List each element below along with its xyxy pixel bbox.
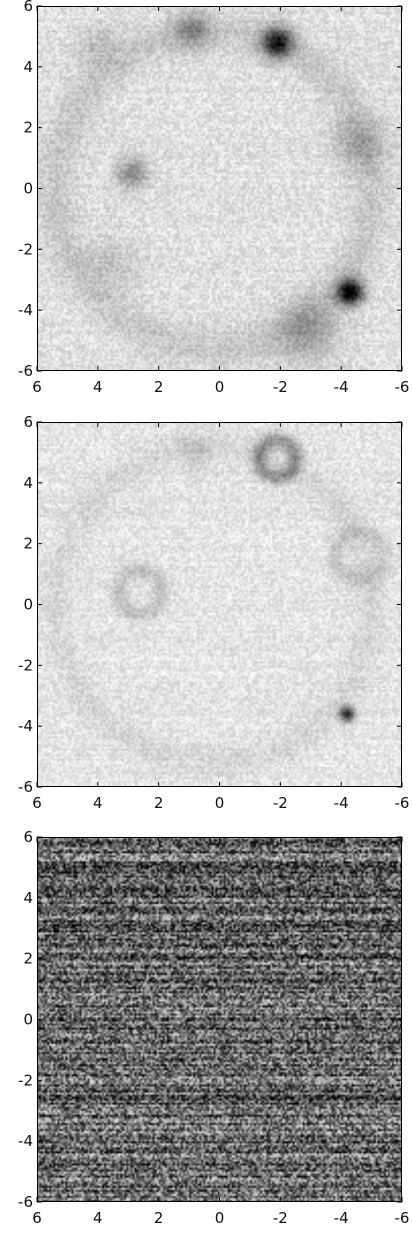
- x-tick-label-3-1: 4: [93, 1209, 103, 1227]
- x-tick-label-1-2: 2: [154, 378, 164, 396]
- x-tick-label-2-0: 6: [32, 794, 42, 812]
- y-tick-label-2-1: 4: [23, 474, 33, 492]
- x-tick-label-2-4: -2: [273, 794, 288, 812]
- x-tick-label-1-1: 4: [93, 378, 103, 396]
- x-tick-label-1-4: -2: [273, 378, 288, 396]
- y-tick-label-1-5: -4: [18, 301, 33, 319]
- y-tick-label-1-4: -2: [18, 240, 33, 258]
- y-tick-label-1-2: 2: [23, 119, 33, 137]
- heatmap-image-1: [37, 6, 402, 371]
- y-tick-label-2-6: -6: [18, 778, 33, 796]
- y-tick-label-3-2: 2: [23, 950, 33, 968]
- x-tick-label-3-5: -4: [334, 1209, 349, 1227]
- x-tick-label-3-2: 2: [154, 1209, 164, 1227]
- x-tick-label-3-6: -6: [395, 1209, 410, 1227]
- y-tick-label-2-4: -2: [18, 656, 33, 674]
- x-tick-label-2-3: 0: [215, 794, 225, 812]
- y-tick-label-2-5: -4: [18, 717, 33, 735]
- y-tick-label-3-4: -2: [18, 1071, 33, 1089]
- y-tick-label-1-0: 6: [23, 0, 33, 15]
- y-tick-label-2-3: 0: [23, 596, 33, 614]
- x-tick-label-3-4: -2: [273, 1209, 288, 1227]
- y-tick-label-3-3: 0: [23, 1011, 33, 1029]
- x-tick-label-2-5: -4: [334, 794, 349, 812]
- y-tick-label-1-3: 0: [23, 180, 33, 198]
- y-tick-label-2-2: 2: [23, 535, 33, 553]
- x-tick-label-2-6: -6: [395, 794, 410, 812]
- x-tick-label-1-6: -6: [395, 378, 410, 396]
- x-tick-label-2-1: 4: [93, 794, 103, 812]
- y-tick-label-3-6: -6: [18, 1193, 33, 1211]
- y-tick-label-3-1: 4: [23, 889, 33, 907]
- y-tick-label-3-0: 6: [23, 828, 33, 846]
- x-tick-label-3-3: 0: [215, 1209, 225, 1227]
- y-tick-label-1-6: -6: [18, 362, 33, 380]
- x-tick-label-1-0: 6: [32, 378, 42, 396]
- y-tick-label-3-5: -4: [18, 1132, 33, 1150]
- x-tick-label-1-3: 0: [215, 378, 225, 396]
- heatmap-image-2: [37, 422, 402, 787]
- heatmap-image-3: [37, 837, 402, 1202]
- x-tick-label-2-2: 2: [154, 794, 164, 812]
- y-tick-label-2-0: 6: [23, 413, 33, 431]
- x-tick-label-1-5: -4: [334, 378, 349, 396]
- y-tick-label-1-1: 4: [23, 58, 33, 76]
- x-tick-label-3-0: 6: [32, 1209, 42, 1227]
